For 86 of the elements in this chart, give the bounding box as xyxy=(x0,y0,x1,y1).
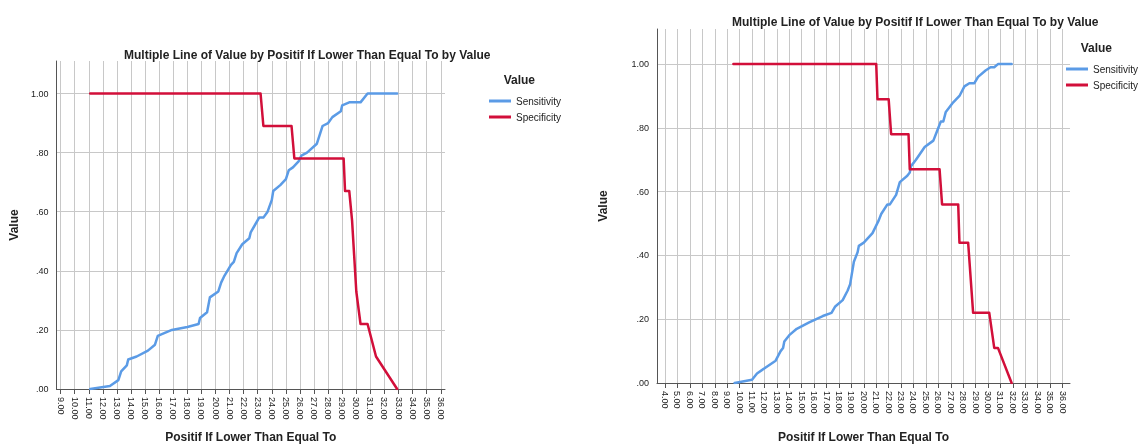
x-tick-label: 8.00 xyxy=(709,391,720,409)
x-tick-label: 26.00 xyxy=(294,397,305,420)
x-tick-label: 34.00 xyxy=(1032,391,1043,414)
x-tick-label: 23.00 xyxy=(252,397,263,420)
x-tick-label: 24.00 xyxy=(908,391,919,414)
x-tick-label: 30.00 xyxy=(983,391,994,414)
x-tick-label: 19.00 xyxy=(196,397,207,420)
legend-label: Specificity xyxy=(515,111,561,123)
y-tick-label: .60 xyxy=(636,186,649,197)
x-tick-label: 30.00 xyxy=(351,397,362,420)
x-tick-label: 4.00 xyxy=(660,391,671,409)
x-tick-label: 5.00 xyxy=(672,391,683,409)
x-tick-label: 25.00 xyxy=(920,391,931,414)
x-axis-title: Positif If Lower Than Equal To xyxy=(165,430,337,444)
x-axis-title: Positif If Lower Than Equal To xyxy=(777,430,950,444)
y-tick-label: .40 xyxy=(636,250,649,261)
x-tick-label: 36.00 xyxy=(435,397,446,420)
x-tick-label: 19.00 xyxy=(846,391,857,414)
y-tick-label: .00 xyxy=(35,384,49,394)
y-tick-label: .40 xyxy=(35,265,49,276)
x-tick-label: 23.00 xyxy=(896,391,907,414)
x-tick-label: 13.00 xyxy=(771,391,782,414)
x-tick-label: 29.00 xyxy=(337,397,348,420)
x-tick-label: 20.00 xyxy=(210,397,221,420)
y-tick-label: 1.00 xyxy=(30,88,49,99)
chart-title: Multiple Line of Value by Positif If Lower Than Equal To by Value xyxy=(124,48,491,62)
x-tick-label: 7.00 xyxy=(697,391,708,409)
y-axis-title: Value xyxy=(596,190,610,222)
x-tick-label: 12.00 xyxy=(97,397,108,420)
x-tick-label: 15.00 xyxy=(140,397,151,420)
y-tick-label: .00 xyxy=(636,378,649,388)
x-tick-label: 14.00 xyxy=(126,397,137,420)
x-tick-label: 28.00 xyxy=(323,397,334,420)
y-axis-title: Value xyxy=(7,209,21,241)
legend-title: Value xyxy=(1080,41,1113,55)
x-tick-label: 22.00 xyxy=(883,391,894,414)
x-tick-label: 9.00 xyxy=(722,391,733,409)
y-tick-label: .20 xyxy=(35,324,49,335)
x-tick-label: 34.00 xyxy=(407,397,418,420)
x-tick-label: 14.00 xyxy=(784,391,795,414)
chart-title: Multiple Line of Value by Positif If Lower Than Equal To by Value xyxy=(732,15,1099,29)
y-tick-label: .80 xyxy=(636,122,649,133)
x-tick-label: 32.00 xyxy=(1007,391,1018,414)
x-tick-label: 12.00 xyxy=(759,391,770,414)
x-tick-label: 26.00 xyxy=(933,391,944,414)
x-tick-label: 27.00 xyxy=(945,391,956,414)
x-tick-label: 29.00 xyxy=(970,391,981,414)
x-tick-label: 17.00 xyxy=(168,397,179,420)
y-tick-label: .20 xyxy=(636,314,649,325)
x-tick-label: 21.00 xyxy=(871,391,882,414)
legend-label: Sensitivity xyxy=(1092,63,1138,75)
x-tick-label: 13.00 xyxy=(111,397,122,420)
x-tick-label: 35.00 xyxy=(1045,391,1056,414)
x-tick-label: 18.00 xyxy=(833,391,844,414)
x-tick-label: 25.00 xyxy=(280,397,291,420)
legend-label: Sensitivity xyxy=(515,95,561,107)
x-tick-label: 20.00 xyxy=(858,391,869,414)
x-tick-label: 16.00 xyxy=(809,391,820,414)
x-tick-label: 16.00 xyxy=(154,397,165,420)
x-tick-label: 10.00 xyxy=(734,391,745,414)
x-tick-label: 31.00 xyxy=(995,391,1006,414)
y-tick-label: .60 xyxy=(35,206,49,217)
x-tick-label: 33.00 xyxy=(1020,391,1031,414)
x-tick-label: 31.00 xyxy=(365,397,376,420)
y-tick-label: .80 xyxy=(35,147,49,158)
legend-label: Specificity xyxy=(1092,79,1138,91)
x-tick-label: 35.00 xyxy=(421,397,432,420)
x-tick-label: 32.00 xyxy=(379,397,390,420)
x-tick-label: 21.00 xyxy=(224,397,235,420)
x-tick-label: 17.00 xyxy=(821,391,832,414)
y-tick-label: 1.00 xyxy=(631,59,649,70)
x-tick-label: 36.00 xyxy=(1057,391,1068,414)
x-tick-label: 33.00 xyxy=(393,397,404,420)
x-tick-label: 22.00 xyxy=(238,397,249,420)
x-tick-label: 15.00 xyxy=(796,391,807,414)
legend-title: Value xyxy=(503,73,536,87)
x-tick-label: 28.00 xyxy=(958,391,969,414)
x-tick-label: 9.00 xyxy=(55,397,66,415)
line-series xyxy=(88,92,399,391)
x-tick-label: 10.00 xyxy=(69,397,80,420)
x-tick-label: 24.00 xyxy=(266,397,277,420)
x-tick-label: 18.00 xyxy=(182,397,193,420)
x-tick-label: 11.00 xyxy=(747,391,758,413)
x-tick-label: 11.00 xyxy=(83,397,94,419)
x-tick-label: 27.00 xyxy=(309,397,320,420)
x-tick-label: 6.00 xyxy=(684,391,695,409)
